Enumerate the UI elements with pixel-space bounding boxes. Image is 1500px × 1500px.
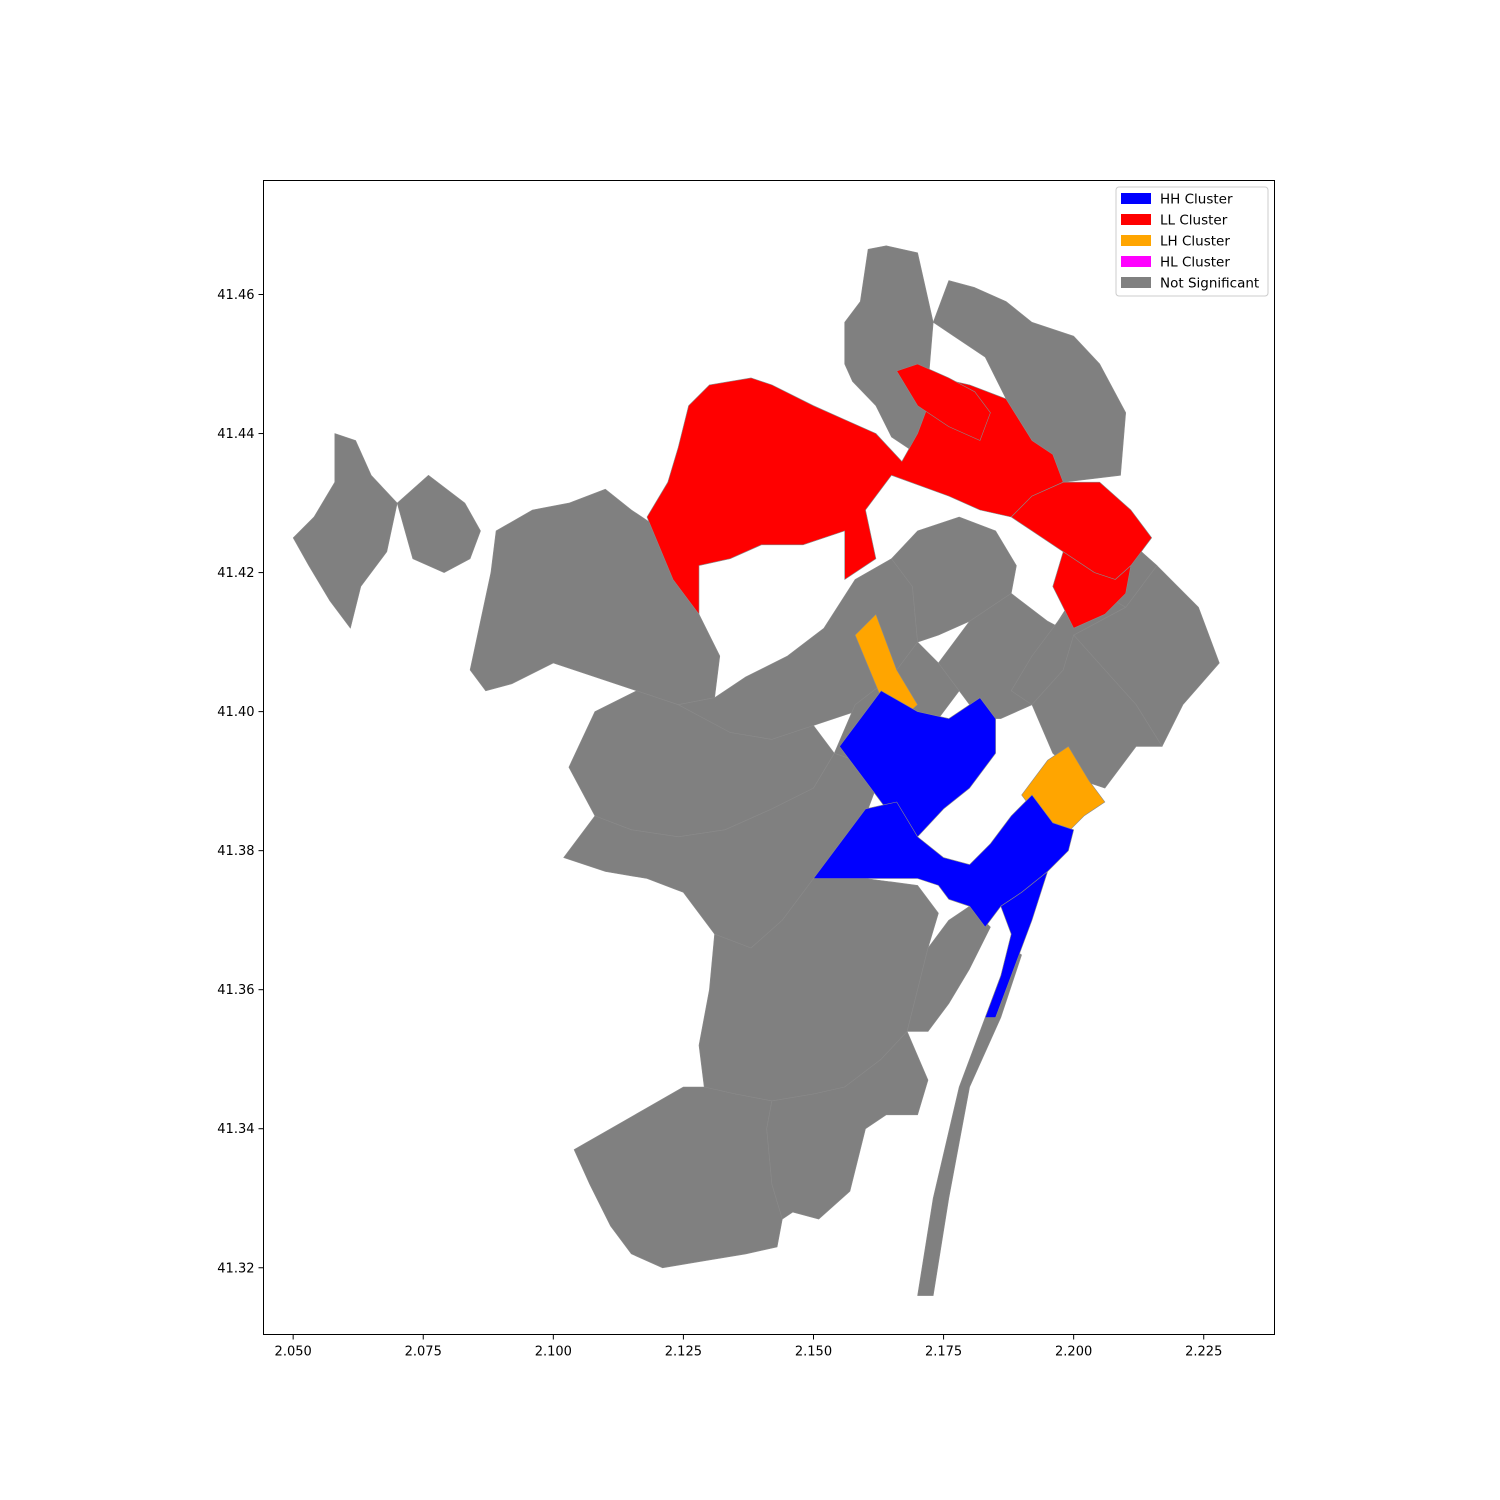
- legend-box: [1115, 186, 1269, 297]
- y-axis: 41.32 41.34 41.36 41.38 41.40 41.42 41.44 41.46: [217, 288, 264, 1276]
- x-tick-label-3: 2.125: [665, 1345, 702, 1360]
- region-hh-cluster-27: [813, 794, 1074, 928]
- legend-swatch-1: [1121, 214, 1151, 225]
- y-tick-label-3: 41.38: [217, 844, 254, 859]
- legend-label-0: HH Cluster: [1160, 192, 1233, 208]
- region-not-significant-12: [917, 947, 1022, 1296]
- legend-swatch-4: [1121, 277, 1151, 288]
- region-not-significant-2: [292, 433, 398, 629]
- x-tick-label-7: 2.225: [1185, 1345, 1222, 1360]
- x-tick-label-1: 2.075: [405, 1345, 442, 1360]
- legend-label-1: LL Cluster: [1160, 213, 1228, 229]
- region-not-significant-14: [891, 516, 1017, 643]
- legend-label-3: HL Cluster: [1160, 255, 1230, 271]
- y-tick-label-4: 41.40: [217, 705, 254, 720]
- plot-frame: [263, 180, 1275, 1335]
- region-ll-cluster-22: [896, 363, 991, 441]
- x-tick-label-5: 2.175: [925, 1345, 962, 1360]
- region-not-significant-1: [932, 280, 1126, 483]
- y-tick-label-7: 41.46: [217, 288, 254, 303]
- legend-label-2: LH Cluster: [1160, 234, 1230, 250]
- region-hh-cluster-28: [984, 871, 1048, 1018]
- region-ll-cluster-20: [646, 377, 1064, 615]
- region-ll-cluster-23: [1052, 551, 1132, 629]
- y-tick-label-6: 41.44: [217, 427, 254, 442]
- regions-layer: [292, 245, 1220, 1296]
- legend-swatch-3: [1121, 256, 1151, 267]
- x-tick-label-0: 2.050: [275, 1345, 312, 1360]
- y-tick-label-5: 41.42: [217, 566, 254, 581]
- x-tick-label-2: 2.100: [535, 1345, 572, 1360]
- region-ll-cluster-21: [1010, 481, 1152, 580]
- x-tick-label-6: 2.200: [1055, 1345, 1092, 1360]
- legend-swatch-0: [1121, 193, 1151, 204]
- region-not-significant-10: [766, 1031, 929, 1220]
- y-tick-label-0: 41.32: [217, 1261, 254, 1276]
- region-not-significant-3: [396, 474, 481, 573]
- x-axis: 2.050 2.075 2.100 2.125 2.150 2.175 2.200 2.225: [275, 1334, 1222, 1360]
- x-tick-label-4: 2.150: [795, 1345, 832, 1360]
- legend-swatch-2: [1121, 235, 1151, 246]
- y-tick-label-1: 41.34: [217, 1122, 254, 1137]
- y-tick-label-2: 41.36: [217, 983, 254, 998]
- legend-label-4: Not Significant: [1160, 276, 1259, 292]
- legend: HH Cluster LL Cluster LH Cluster HL Cluster…: [1115, 186, 1269, 297]
